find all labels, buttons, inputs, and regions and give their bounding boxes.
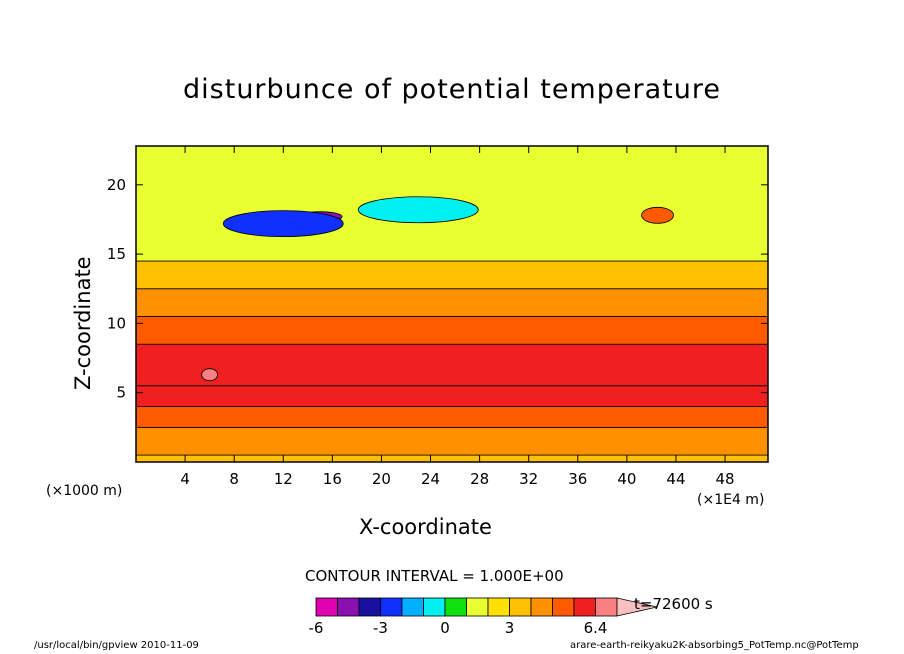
y-tick-label: 10 — [107, 314, 126, 332]
field-band — [136, 385, 768, 407]
y-tick-label: 15 — [107, 245, 126, 263]
colorbar-swatch — [337, 597, 360, 617]
colorbar-arrow — [616, 597, 658, 617]
field-feature-pos_max — [641, 206, 674, 224]
colorbar-swatch — [573, 597, 596, 617]
y-tick-label: 5 — [116, 384, 126, 402]
x-tick-label: 28 — [470, 470, 489, 488]
colorbar-swatch — [487, 597, 510, 617]
contour-field — [136, 146, 768, 462]
x-tick-label: 8 — [229, 470, 239, 488]
x-tick-label: 20 — [372, 470, 391, 488]
plot-frame — [135, 145, 769, 463]
contour-interval: CONTOUR INTERVAL = 1.000E+00 — [305, 567, 564, 585]
field-band — [136, 288, 768, 317]
field-feature-pos — [201, 368, 219, 382]
colorbar-swatch — [444, 597, 467, 617]
footer-right: arare-earth-reikyaku2K-absorbing5_PotTem… — [570, 640, 859, 651]
x-tick-label: 32 — [519, 470, 538, 488]
field-feature-neg — [222, 210, 344, 238]
x-tick-label: 44 — [666, 470, 685, 488]
field-band — [136, 454, 768, 462]
colorbar-swatch — [315, 597, 338, 617]
colorbar-tick-label: -6 — [309, 619, 324, 637]
colorbar-swatch — [552, 597, 575, 617]
footer-left: /usr/local/bin/gpview 2010-11-09 — [34, 640, 199, 651]
x-tick-label: 24 — [421, 470, 440, 488]
colorbar-swatch — [423, 597, 446, 617]
time-label: t=72600 s — [634, 595, 713, 613]
colorbar-tick-label: 0 — [440, 619, 450, 637]
colorbar-tick-label: -3 — [373, 619, 388, 637]
x-axis: 4 8 12 16 20 24 28 32 36 40 44 48 — [180, 146, 735, 488]
x-tick-label: 12 — [274, 470, 293, 488]
colorbar-swatch — [509, 597, 532, 617]
y-axis-label: Z-coordinate — [71, 256, 95, 390]
field-band — [136, 426, 768, 456]
colorbar-swatch — [530, 597, 553, 617]
x-tick-label: 4 — [180, 470, 190, 488]
y-tick-label: 20 — [107, 176, 126, 194]
x-unit-left: (×1000 m) — [46, 483, 123, 499]
y-axis: 5 10 15 20 — [107, 176, 768, 402]
colorbar-swatch — [466, 597, 489, 617]
colorbar: -6 -3 0 3 6.4 — [309, 597, 658, 637]
chart-title: disturbunce of potential temperature — [183, 74, 721, 105]
x-tick-label: 40 — [617, 470, 636, 488]
x-unit-right: (×1E4 m) — [697, 492, 765, 508]
field-band — [136, 343, 768, 387]
x-axis-label: X-coordinate — [359, 515, 492, 539]
colorbar-swatch — [595, 597, 618, 617]
field-band — [136, 316, 768, 345]
field-feature-neg — [357, 196, 479, 224]
colorbar-swatch — [401, 597, 424, 617]
x-tick-label: 36 — [568, 470, 587, 488]
colorbar-swatch — [380, 597, 403, 617]
field-band — [136, 260, 768, 290]
field-band — [136, 406, 768, 428]
x-tick-label: 48 — [716, 470, 735, 488]
colorbar-swatch — [358, 597, 381, 617]
x-tick-label: 16 — [323, 470, 342, 488]
colorbar-tick-label: 3 — [505, 619, 515, 637]
colorbar-tick-label: 6.4 — [584, 619, 608, 637]
